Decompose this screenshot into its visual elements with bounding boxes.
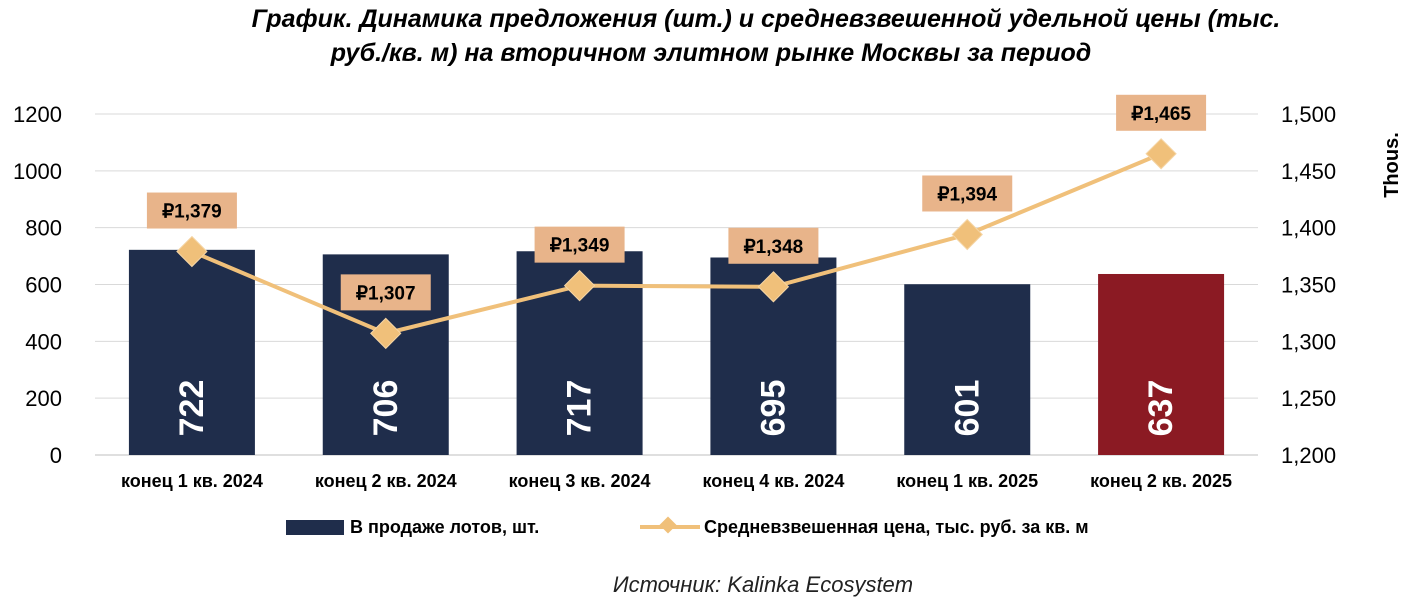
- x-axis-category-label: конец 2 кв. 2024: [315, 471, 457, 491]
- left-axis-tick-label: 800: [25, 216, 62, 241]
- left-axis-tick-label: 1200: [13, 102, 62, 127]
- legend-item-bars: В продаже лотов, шт.: [286, 512, 539, 542]
- right-axis-tick-label: 1,500: [1281, 102, 1336, 127]
- bar-value-label: 637: [1142, 380, 1180, 437]
- x-axis-category-label: конец 2 кв. 2025: [1090, 471, 1232, 491]
- price-label-box: [340, 274, 431, 311]
- right-axis-tick-label: 1,300: [1281, 329, 1336, 354]
- legend-label-bars: В продаже лотов, шт.: [350, 516, 540, 537]
- price-value-label: ₽1,394: [937, 184, 997, 205]
- right-axis-tick-label: 1,200: [1281, 443, 1336, 468]
- price-label-box: [146, 192, 237, 229]
- legend-diamond-marker: [659, 516, 677, 534]
- price-marker: [370, 317, 402, 350]
- bar-value-label: 601: [948, 380, 986, 437]
- price-label-box: [922, 175, 1013, 212]
- x-axis-category-label: конец 3 кв. 2024: [509, 471, 651, 491]
- bar: [128, 249, 255, 455]
- bar-value-label: 695: [754, 380, 792, 437]
- legend-swatch-bars: [286, 519, 344, 535]
- x-axis-category-label: конец 1 кв. 2024: [121, 471, 263, 491]
- legend-swatch-line: [640, 512, 700, 542]
- left-axis-tick-label: 600: [25, 273, 62, 298]
- price-marker: [757, 271, 790, 303]
- bar: [1098, 273, 1225, 455]
- price-marker: [951, 218, 983, 251]
- price-label-box: [728, 227, 819, 264]
- left-axis-tick-label: 200: [25, 386, 62, 411]
- bar: [904, 284, 1031, 455]
- right-axis-tick-label: 1,450: [1281, 159, 1336, 184]
- combo-chart: 0 200 400 600 800 1000 1200 1,200 1,250 1,300 1,35…: [13, 94, 1403, 491]
- bar-value-label: 722: [173, 380, 211, 437]
- bar-value-label: 717: [561, 380, 599, 437]
- legend-label-line: Средневзвешенная цена, тыс. руб. за кв. …: [704, 516, 1089, 537]
- left-axis-tick-label: 0: [50, 443, 62, 468]
- right-axis-unit-label: Thous.: [1381, 132, 1403, 198]
- price-marker: [176, 235, 208, 268]
- x-axis-category-label: конец 1 кв. 2025: [896, 471, 1038, 491]
- chart-legend: В продаже лотов, шт. Средневзвешенная це…: [0, 512, 1422, 542]
- right-axis-tick-label: 1,400: [1281, 216, 1336, 241]
- x-axis-category-label: конец 4 кв. 2024: [702, 471, 844, 491]
- price-marker: [1145, 138, 1177, 170]
- chart-title-line-2: руб./кв. м) на вторичном элитном рынке М…: [330, 39, 1092, 67]
- left-axis-tick-label: 400: [25, 329, 62, 354]
- price-value-label: ₽1,349: [550, 236, 610, 257]
- price-label-box: [534, 226, 625, 263]
- left-axis-tick-label: 1000: [13, 159, 62, 184]
- price-value-label: ₽1,465: [1131, 104, 1191, 125]
- price-value-label: ₽1,348: [744, 237, 804, 258]
- legend-item-line: Средневзвешенная цена, тыс. руб. за кв. …: [640, 512, 1089, 542]
- right-axis-tick-label: 1,350: [1281, 273, 1336, 298]
- source-note: Источник: Kalinka Ecosystem: [612, 572, 914, 597]
- price-line: [191, 151, 1162, 336]
- bar-value-label: 706: [367, 380, 405, 437]
- price-label-box: [1116, 94, 1207, 131]
- price-marker: [563, 269, 596, 302]
- chart-title-line-1: График. Динамика предложения (шт.) и сре…: [251, 5, 1281, 33]
- price-value-label: ₽1,307: [356, 283, 416, 304]
- right-axis-tick-label: 1,250: [1281, 386, 1336, 411]
- price-value-label: ₽1,379: [162, 202, 222, 223]
- chart-title: График. Динамика предложения (шт.) и сре…: [0, 2, 1422, 70]
